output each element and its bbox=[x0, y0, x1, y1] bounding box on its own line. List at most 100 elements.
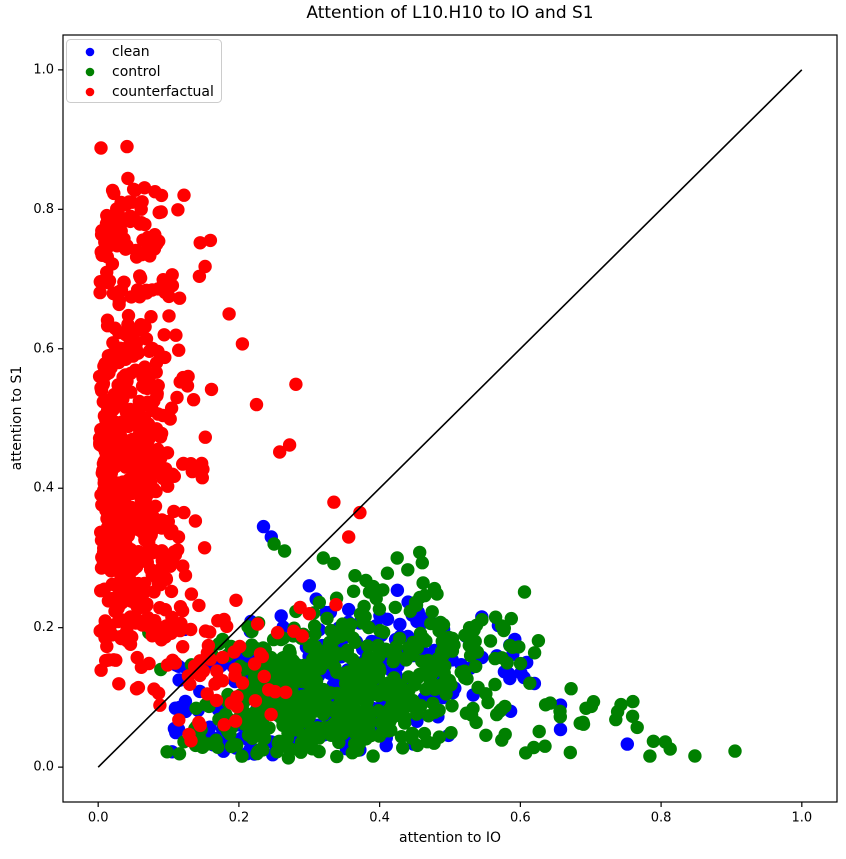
scatter-point bbox=[342, 530, 356, 544]
scatter-point bbox=[116, 392, 130, 406]
scatter-point bbox=[357, 599, 371, 614]
series-control-points bbox=[105, 537, 742, 765]
scatter-point bbox=[470, 645, 485, 659]
scatter-point bbox=[228, 714, 243, 728]
scatter-point bbox=[151, 282, 165, 296]
scatter-point bbox=[505, 640, 520, 654]
scatter-point bbox=[134, 216, 149, 230]
scatter-point bbox=[658, 735, 672, 749]
scatter-point bbox=[143, 249, 157, 263]
y-tick-label: 0.8 bbox=[33, 202, 54, 217]
scatter-point bbox=[181, 369, 195, 384]
scatter-point bbox=[177, 188, 191, 202]
scatter-point bbox=[139, 332, 154, 346]
scatter-point bbox=[241, 709, 255, 723]
scatter-point bbox=[113, 522, 127, 536]
scatter-point bbox=[360, 688, 374, 702]
scatter-point bbox=[168, 701, 183, 715]
scatter-point bbox=[133, 269, 147, 283]
scatter-point bbox=[165, 552, 180, 566]
scatter-point bbox=[479, 687, 493, 701]
scatter-point bbox=[563, 745, 577, 760]
scatter-point bbox=[103, 508, 117, 522]
scatter-point bbox=[415, 556, 429, 570]
scatter-point bbox=[94, 381, 108, 395]
scatter-point bbox=[203, 233, 218, 248]
scatter-point bbox=[198, 259, 212, 274]
scatter-point bbox=[728, 744, 742, 758]
scatter-point bbox=[229, 593, 243, 607]
scatter-point bbox=[495, 733, 509, 747]
scatter-point bbox=[100, 208, 114, 223]
scatter-point bbox=[249, 397, 264, 412]
x-axis-ticks: 0.0 0.2 0.4 0.6 0.8 1.0 bbox=[88, 802, 812, 826]
scatter-point bbox=[257, 669, 271, 684]
scatter-point bbox=[140, 286, 154, 300]
scatter-point bbox=[95, 498, 109, 512]
scatter-point bbox=[211, 614, 225, 628]
scatter-point bbox=[268, 685, 282, 699]
scatter-point bbox=[108, 321, 122, 335]
scatter-point bbox=[281, 666, 295, 680]
scatter-point bbox=[167, 469, 181, 483]
scatter-point bbox=[488, 677, 502, 692]
legend-label-control: control bbox=[112, 64, 161, 80]
scatter-point bbox=[432, 624, 446, 638]
scatter-point bbox=[119, 477, 133, 492]
scatter-point bbox=[173, 600, 188, 614]
scatter-point bbox=[144, 310, 158, 324]
scatter-point bbox=[250, 746, 264, 761]
scatter-point bbox=[126, 563, 140, 577]
counterfactual-marker-icon bbox=[85, 87, 95, 97]
scatter-point bbox=[171, 530, 186, 544]
scatter-point bbox=[392, 631, 407, 646]
clean-marker-icon bbox=[85, 47, 95, 57]
scatter-point bbox=[294, 745, 308, 759]
scatter-point bbox=[458, 628, 472, 642]
scatter-point bbox=[688, 749, 702, 763]
scatter-point bbox=[488, 651, 502, 666]
scatter-point bbox=[183, 677, 197, 691]
scatter-point bbox=[174, 616, 188, 631]
scatter-point bbox=[115, 214, 130, 229]
scatter-point bbox=[253, 647, 268, 661]
scatter-point bbox=[147, 585, 161, 599]
scatter-point bbox=[121, 417, 136, 431]
scatter-point bbox=[630, 720, 644, 735]
scatter-point bbox=[215, 650, 230, 665]
scatter-point bbox=[192, 598, 206, 613]
y-axis-label: attention to S1 bbox=[9, 366, 25, 471]
scatter-point bbox=[372, 602, 387, 616]
scatter-point bbox=[425, 605, 439, 619]
scatter-point bbox=[100, 523, 114, 537]
scatter-point bbox=[504, 611, 518, 626]
scatter-point bbox=[235, 337, 250, 351]
scatter-point bbox=[93, 435, 107, 450]
legend-label-clean: clean bbox=[112, 44, 150, 60]
scatter-point bbox=[543, 696, 557, 710]
scatter-point bbox=[178, 694, 193, 709]
scatter-point bbox=[170, 390, 184, 405]
scatter-point bbox=[281, 751, 296, 765]
scatter-point bbox=[267, 537, 281, 551]
scatter-point bbox=[371, 704, 386, 718]
scatter-point bbox=[497, 623, 511, 638]
scatter-point bbox=[413, 545, 427, 560]
scatter-point bbox=[120, 327, 134, 342]
scatter-point bbox=[532, 724, 546, 739]
scatter-point bbox=[184, 587, 199, 601]
scatter-point bbox=[145, 629, 159, 643]
scatter-point bbox=[386, 654, 400, 669]
scatter-point bbox=[248, 694, 263, 708]
scatter-point bbox=[107, 227, 121, 242]
scatter-point bbox=[165, 653, 180, 667]
scatter-point bbox=[412, 667, 427, 682]
scatter-point bbox=[348, 569, 362, 583]
scatter-point bbox=[428, 705, 442, 719]
y-tick-label: 0.4 bbox=[33, 481, 54, 496]
scatter-point bbox=[302, 607, 316, 621]
scatter-point bbox=[343, 691, 357, 706]
scatter-point bbox=[138, 446, 152, 461]
scatter-point bbox=[276, 718, 290, 733]
scatter-point bbox=[135, 379, 150, 393]
